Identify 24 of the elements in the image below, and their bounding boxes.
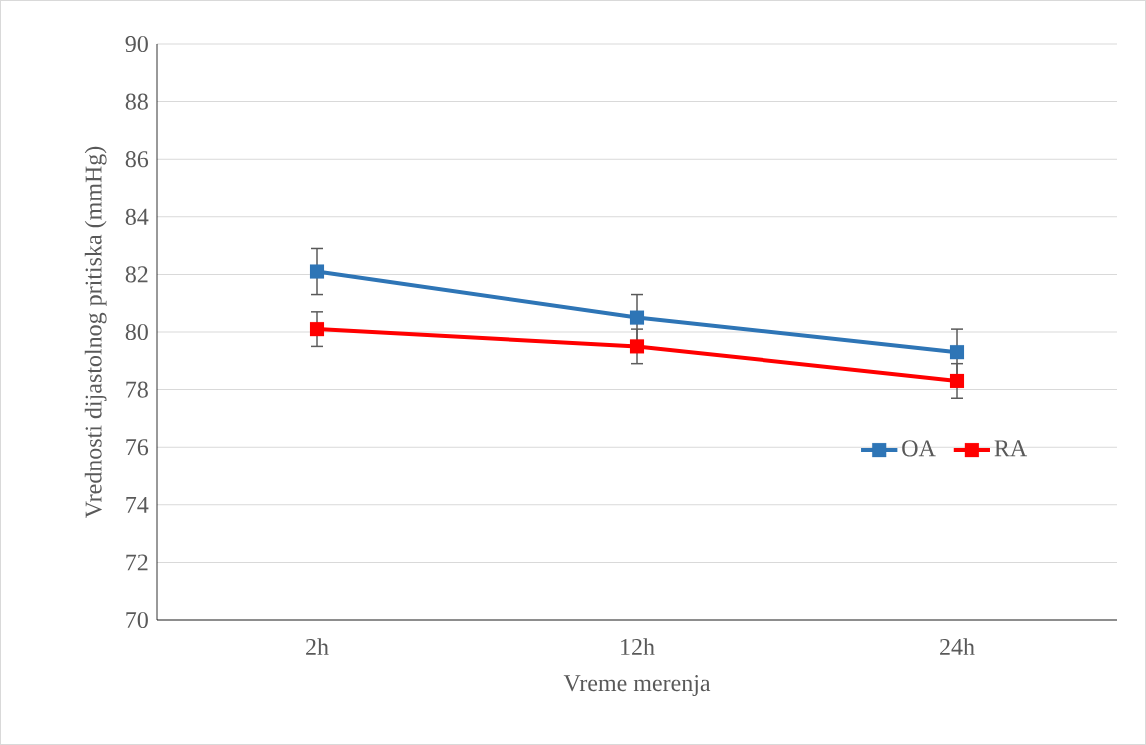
x-tick-label: 12h xyxy=(621,638,655,655)
x-tick-label: 24h xyxy=(940,638,975,655)
y-tick-label: 70 xyxy=(126,611,148,629)
y-tick-label: 90 xyxy=(125,35,148,53)
y-tick-label: 74 xyxy=(126,496,149,513)
point xyxy=(949,345,965,360)
y-tick-label: 78 xyxy=(126,381,148,398)
y-axis-title: Vrednosti dijastolnog pritiska (mmHg) xyxy=(84,146,107,518)
y-tick-label: 86 xyxy=(125,151,149,168)
point xyxy=(949,373,965,389)
y-tick-label: 82 xyxy=(125,266,148,283)
y-tick-label: 88 xyxy=(125,93,148,110)
point xyxy=(629,310,645,325)
y-tick-label: 76 xyxy=(126,439,149,456)
point xyxy=(309,322,325,337)
legend-label: OA xyxy=(902,440,936,457)
x-tick-label: 2h xyxy=(306,638,329,655)
x-axis-title: Vreme merenja xyxy=(563,675,711,697)
y-tick-label: 84 xyxy=(125,208,149,225)
legend-label: RA xyxy=(994,440,1028,457)
point xyxy=(629,339,645,354)
y-tick-label: 72 xyxy=(126,554,148,571)
point xyxy=(309,264,325,279)
y-tick-label: 80 xyxy=(125,323,148,341)
